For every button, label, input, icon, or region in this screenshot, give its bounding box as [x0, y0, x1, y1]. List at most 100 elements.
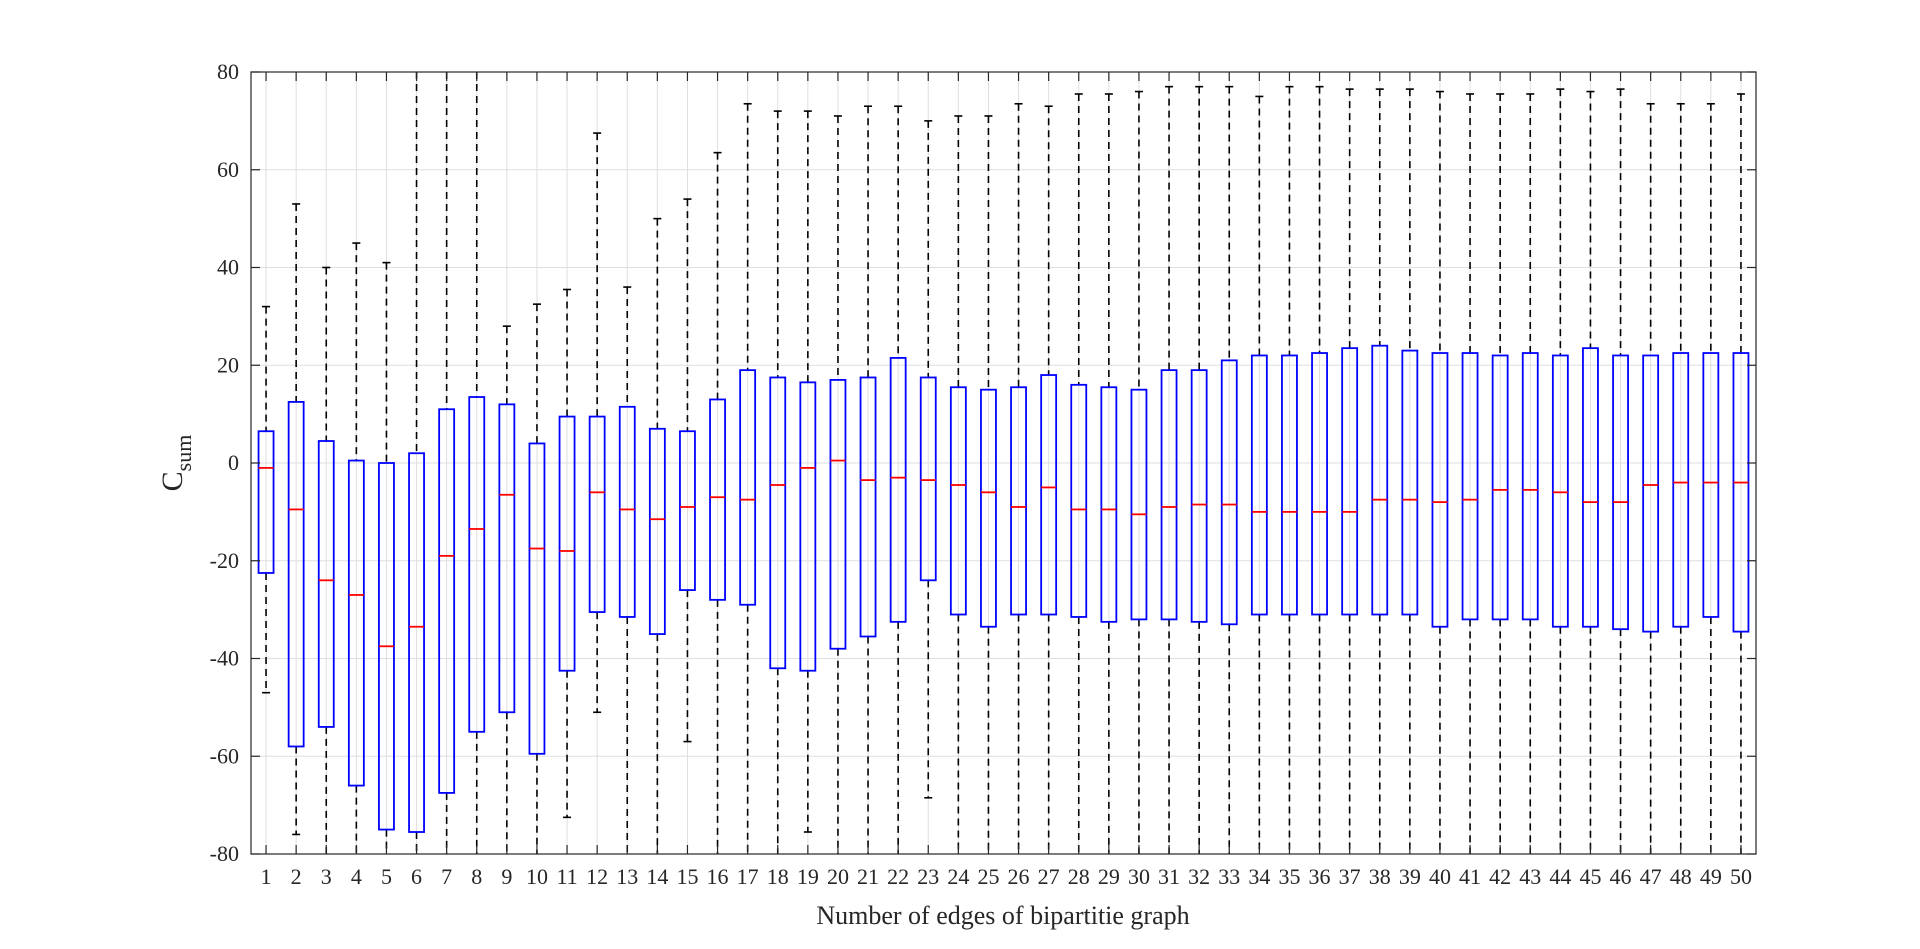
y-axis-label-subscript: sum [171, 435, 196, 472]
box [739, 369, 757, 606]
x-tick-label: 29 [1098, 864, 1120, 889]
box [257, 430, 275, 574]
box [1491, 354, 1509, 621]
box [1190, 369, 1208, 623]
box [1281, 354, 1298, 616]
y-tick-label: -60 [210, 743, 239, 768]
x-tick-label: 23 [917, 864, 939, 889]
whiskers [262, 72, 1745, 854]
box [1160, 369, 1178, 621]
box [1401, 349, 1419, 616]
x-tick-label: 36 [1309, 864, 1331, 889]
box [1311, 352, 1328, 616]
box [1461, 352, 1479, 621]
x-tick-label: 3 [321, 864, 332, 889]
box [1732, 352, 1750, 633]
x-tick-label: 22 [887, 864, 909, 889]
box [618, 405, 636, 618]
medians [258, 459, 1749, 648]
box [919, 376, 937, 582]
x-tick-label: 33 [1218, 864, 1240, 889]
x-tick-label: 19 [797, 864, 819, 889]
x-tick-label: 7 [441, 864, 452, 889]
x-tick-label: 49 [1700, 864, 1722, 889]
box [317, 440, 335, 728]
x-tick-label: 1 [261, 864, 272, 889]
box [980, 388, 997, 628]
box [648, 427, 666, 635]
box [1220, 359, 1238, 626]
box [1010, 386, 1027, 616]
box [347, 459, 365, 787]
y-tick-label: 0 [228, 450, 239, 475]
box [1070, 383, 1088, 618]
box [1702, 352, 1720, 618]
y-axis-label: Csum [156, 435, 196, 492]
x-tick-label: 6 [411, 864, 422, 889]
x-tick-label: 43 [1519, 864, 1541, 889]
box [769, 376, 787, 670]
box [1612, 354, 1629, 631]
x-tick-label: 24 [947, 864, 969, 889]
x-tick-label: 32 [1188, 864, 1210, 889]
box [468, 396, 486, 733]
x-tick-label: 38 [1369, 864, 1391, 889]
box [498, 403, 516, 714]
x-tick-label: 13 [616, 864, 638, 889]
x-tick-label: 31 [1158, 864, 1180, 889]
boxes [257, 344, 1750, 833]
x-tick-label: 28 [1068, 864, 1090, 889]
box [528, 442, 546, 755]
y-tick-label: 20 [217, 352, 239, 377]
x-tick-label: 44 [1549, 864, 1571, 889]
x-tick-label: 34 [1248, 864, 1270, 889]
x-tick-label: 48 [1670, 864, 1692, 889]
x-tick-label: 17 [737, 864, 759, 889]
box [287, 401, 305, 748]
box [949, 386, 967, 616]
x-tick-label: 11 [556, 864, 577, 889]
x-tick-label: 15 [676, 864, 698, 889]
box [829, 379, 847, 650]
x-tick-label: 26 [1008, 864, 1030, 889]
y-tick-label: -40 [210, 646, 239, 671]
box [1672, 352, 1690, 628]
x-tick-label: 16 [707, 864, 729, 889]
y-tick-label: 40 [217, 255, 239, 280]
box [1371, 344, 1389, 616]
box [1040, 374, 1058, 616]
x-tick-label: 21 [857, 864, 879, 889]
box [408, 452, 425, 833]
box [558, 415, 576, 672]
x-tick-label: 18 [767, 864, 789, 889]
box [1582, 347, 1599, 628]
box [889, 357, 907, 623]
box [1130, 388, 1148, 621]
x-tick-label: 25 [977, 864, 999, 889]
y-tick-label: -80 [210, 841, 239, 866]
x-axis-label: Number of edges of bipartitie graph [816, 901, 1189, 930]
box [1100, 386, 1118, 623]
x-tick-label: 27 [1038, 864, 1060, 889]
box [1341, 347, 1359, 616]
box [588, 415, 606, 613]
x-tick-label: 20 [827, 864, 849, 889]
x-tick-label: 9 [501, 864, 512, 889]
x-tick-label: 12 [586, 864, 608, 889]
y-axis-label-main: C [156, 471, 189, 491]
box [1521, 352, 1539, 621]
y-tick-label: 60 [217, 157, 239, 182]
x-tick-label: 8 [471, 864, 482, 889]
x-tick-label: 46 [1610, 864, 1632, 889]
x-tick-label: 35 [1278, 864, 1300, 889]
x-tick-label: 37 [1339, 864, 1361, 889]
x-tick-label: 45 [1579, 864, 1601, 889]
x-tick-label: 40 [1429, 864, 1451, 889]
x-tick-label: 4 [351, 864, 362, 889]
y-tick-label: 80 [217, 59, 239, 84]
box [679, 430, 696, 591]
box [438, 408, 456, 794]
x-tick-label: 39 [1399, 864, 1421, 889]
